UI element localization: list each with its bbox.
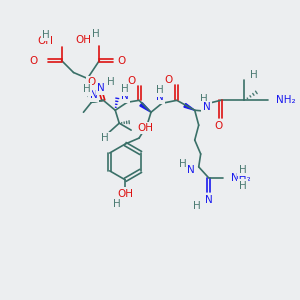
- Text: H: H: [92, 29, 100, 39]
- Text: H: H: [101, 133, 109, 143]
- Text: N: N: [121, 91, 129, 101]
- Text: O: O: [127, 76, 135, 86]
- Text: N: N: [156, 92, 164, 102]
- Text: O: O: [29, 56, 38, 66]
- Text: H: H: [238, 181, 246, 191]
- Text: NH₂: NH₂: [276, 95, 296, 105]
- Text: OH: OH: [75, 35, 92, 45]
- Polygon shape: [140, 103, 151, 112]
- Text: O: O: [165, 76, 173, 85]
- Text: H: H: [156, 85, 164, 95]
- Text: H: H: [113, 199, 121, 209]
- Text: N: N: [89, 90, 97, 100]
- Polygon shape: [87, 79, 97, 88]
- Polygon shape: [184, 103, 195, 110]
- Text: H: H: [238, 165, 246, 175]
- Text: OH: OH: [137, 123, 153, 133]
- Text: O: O: [117, 56, 125, 66]
- Text: N: N: [203, 102, 211, 112]
- Text: N: N: [187, 165, 195, 175]
- Text: H: H: [107, 77, 115, 87]
- Text: H: H: [121, 84, 129, 94]
- Text: N: N: [205, 195, 212, 205]
- Text: NH₂: NH₂: [230, 173, 250, 183]
- Text: O: O: [214, 121, 223, 131]
- Text: H: H: [200, 94, 208, 104]
- Text: OH: OH: [117, 189, 133, 199]
- Text: H: H: [193, 201, 201, 211]
- Text: H: H: [82, 84, 90, 94]
- Text: H: H: [42, 30, 50, 40]
- Text: OH: OH: [38, 36, 54, 46]
- Text: O: O: [87, 77, 95, 87]
- Text: H: H: [179, 159, 187, 169]
- Text: N: N: [98, 83, 105, 93]
- Text: H: H: [250, 70, 258, 80]
